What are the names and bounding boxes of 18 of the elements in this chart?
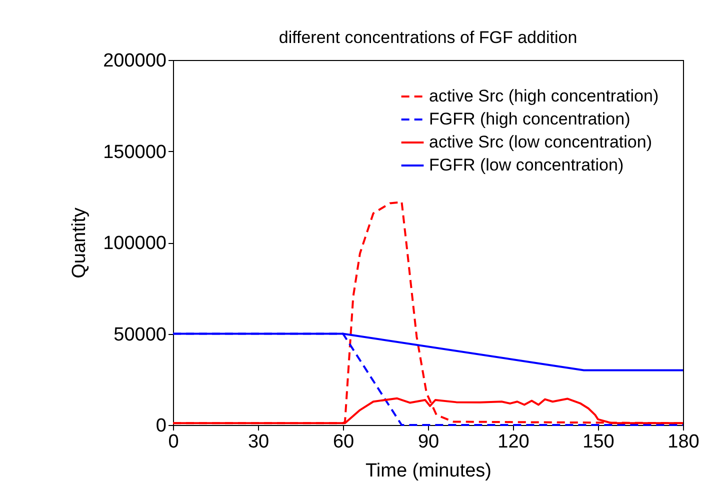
legend-label: FGFR (high concentration) — [429, 110, 630, 128]
legend-label: FGFR (low concentration) — [429, 156, 624, 174]
x-tick-label: 60 — [332, 432, 354, 452]
x-tick-label: 30 — [248, 432, 270, 452]
legend-label: active Src (low concentration) — [429, 132, 652, 152]
y-tick-label: 100000 — [103, 233, 166, 254]
y-tick-label: 150000 — [103, 142, 166, 163]
legend-label: active Src (high concentration) — [429, 86, 659, 106]
y-tick-label: 50000 — [114, 324, 166, 346]
x-tick-label: 120 — [498, 432, 530, 452]
y-tick-label: 200000 — [103, 50, 166, 72]
x-tick-label: 150 — [582, 432, 614, 452]
x-axis-title: Time (minutes) — [366, 460, 492, 482]
y-tick-label: 0 — [156, 416, 166, 436]
chart-title: different concentrations of FGF addition — [278, 28, 578, 47]
x-tick-label: 180 — [668, 432, 700, 452]
y-axis-title: Quantity — [69, 207, 90, 278]
x-tick-label: 90 — [418, 432, 440, 452]
